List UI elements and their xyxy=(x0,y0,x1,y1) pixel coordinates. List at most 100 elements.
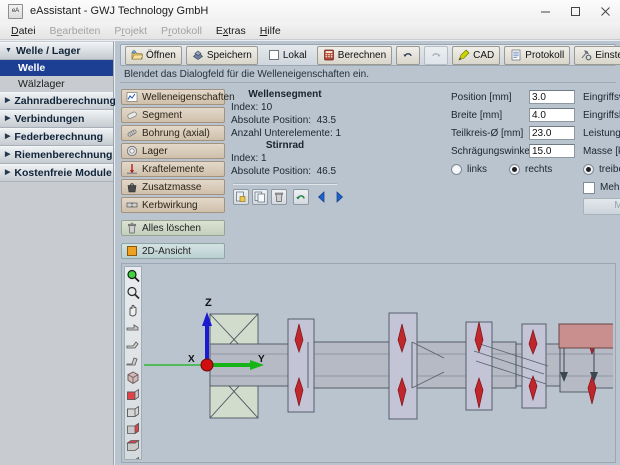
svg-text:Y: Y xyxy=(258,354,265,365)
protocol-label: Protokoll xyxy=(525,49,565,61)
lager-button[interactable]: Lager xyxy=(121,143,225,159)
position-input[interactable]: 3.0 xyxy=(529,90,575,104)
sidebar-item-welle[interactable]: Welle xyxy=(0,60,113,76)
info-mini-toolbar xyxy=(231,189,344,205)
drive-radio-group: treibend getrieben xyxy=(583,162,620,177)
sidebar-group-label: Federberechnung xyxy=(14,131,104,143)
field-label: Position [mm] xyxy=(451,91,512,103)
schraegungswinkel-input[interactable]: 15.0 xyxy=(529,144,575,158)
3d-canvas[interactable]: Z Y X xyxy=(144,266,613,460)
calculate-label: Berechnen xyxy=(337,49,387,61)
radio-treibend[interactable] xyxy=(583,164,594,175)
calculate-button[interactable]: Berechnen xyxy=(316,45,393,65)
bearing-icon xyxy=(126,145,138,157)
sidebar-group-label: Riemenberechnung xyxy=(14,149,113,161)
gear-abspos-line: Absolute Position: 46.5 xyxy=(231,165,339,178)
2d-ansicht-button[interactable]: 2D-Ansicht xyxy=(121,243,225,259)
close-button[interactable] xyxy=(590,0,620,22)
field-label: Eingriffswinkel [°] xyxy=(583,91,620,103)
sidebar-group-verbindungen[interactable]: ▶ Verbindungen xyxy=(0,110,113,128)
checkbox-icon[interactable] xyxy=(268,49,280,61)
new-icon[interactable] xyxy=(233,189,249,205)
breite-input[interactable]: 4.0 xyxy=(529,108,575,122)
maximize-button[interactable] xyxy=(560,0,590,22)
zoom-in-icon[interactable] xyxy=(125,268,141,284)
info-column: Wellensegment Index: 10 Absolute Positio… xyxy=(231,89,344,205)
zoom-out-icon[interactable] xyxy=(125,285,141,301)
force-icon xyxy=(126,163,138,175)
view-left-icon[interactable] xyxy=(125,421,141,437)
gear-abspos-label: Absolute Position: xyxy=(231,166,312,177)
menu-datei[interactable]: Datei xyxy=(11,24,36,37)
field-label: Eingriffslage [°] xyxy=(583,109,620,121)
settings-button[interactable]: Einstellungen xyxy=(574,45,620,65)
element-button-label: Bohrung (axial) xyxy=(142,127,210,139)
main-panel: Öffnen Speichern Lokal xyxy=(115,41,620,465)
view-front-icon[interactable] xyxy=(125,387,141,403)
cad-button[interactable]: CAD xyxy=(452,45,501,65)
segment-button[interactable]: Segment xyxy=(121,107,225,123)
sidebar-group-riemenberechnung[interactable]: ▶ Riemenberechnung xyxy=(0,146,113,164)
open-button[interactable]: Öffnen xyxy=(125,45,182,65)
kerbwirkung-button[interactable]: Kerbwirkung xyxy=(121,197,225,213)
chevron-right-icon: ▶ xyxy=(5,97,11,104)
radio-rechts[interactable] xyxy=(509,164,521,175)
welleneigenschaften-button[interactable]: Welleneigenschaften xyxy=(121,89,235,105)
element-button-label: Kraftelemente xyxy=(142,163,205,175)
radio-links[interactable] xyxy=(451,164,462,175)
segment-abspos-value: 43.5 xyxy=(316,115,337,126)
sidebar-group-welle-lager[interactable]: ▼ Welle / Lager xyxy=(0,42,113,60)
view-top-icon[interactable] xyxy=(125,455,141,459)
sidebar-item-waelzlager[interactable]: Wälzlager xyxy=(0,76,113,92)
kraftelemente-button[interactable]: Kraftelemente xyxy=(121,161,225,177)
sidebar-group-federberechnung[interactable]: ▶ Federberechnung xyxy=(0,128,113,146)
open-label: Öffnen xyxy=(146,49,176,61)
element-button-label: Alles löschen xyxy=(142,222,201,234)
delete-icon[interactable] xyxy=(271,189,287,205)
window-title: eAssistant - GWJ Technology GmbH xyxy=(30,5,209,17)
sidebar-group-kostenfreie-module[interactable]: ▶ Kostenfreie Module xyxy=(0,164,113,182)
view-right-icon[interactable] xyxy=(125,438,141,454)
window-controls xyxy=(530,0,620,22)
menu-hilfe[interactable]: Hilfe xyxy=(259,24,281,37)
3d-viewport[interactable]: Z Y X xyxy=(121,263,616,463)
prev-icon[interactable] xyxy=(315,190,329,204)
rotate-right-icon[interactable] xyxy=(125,336,141,352)
copy-icon[interactable] xyxy=(252,189,268,205)
chart-icon xyxy=(126,91,138,103)
zusatzmasse-button[interactable]: Zusatzmasse xyxy=(121,179,225,195)
cube-view-icon[interactable] xyxy=(125,370,141,386)
view-back-icon[interactable] xyxy=(125,404,141,420)
save-button[interactable]: Speichern xyxy=(185,45,258,65)
multi-engage-checkbox-row[interactable]: Mehrfacheingriff verwenden xyxy=(583,180,620,195)
element-button-label: Kerbwirkung xyxy=(142,199,198,211)
undo-icon[interactable] xyxy=(293,189,309,205)
protocol-button[interactable]: Protokoll xyxy=(504,45,571,65)
next-icon[interactable] xyxy=(332,190,346,204)
element-button-list: Welleneigenschaften Segment Bohrung (axi… xyxy=(121,89,235,261)
rotate-up-icon[interactable] xyxy=(125,353,141,369)
teilkreis-input[interactable]: 23.0 xyxy=(529,126,575,140)
minimize-button[interactable] xyxy=(530,0,560,22)
segment-abspos-label: Absolute Position: xyxy=(231,115,312,126)
menu-protokoll: Protokoll xyxy=(161,24,202,37)
undo-button[interactable] xyxy=(396,45,421,65)
sidebar-group-zahnradberechnung[interactable]: ▶ Zahnradberechnung xyxy=(0,92,116,110)
sidebar: ▼ Welle / Lager Welle Wälzlager ▶ Zahnra… xyxy=(0,41,116,465)
sidebar-group-label: Welle / Lager xyxy=(15,45,81,57)
local-checkbox-item[interactable]: Lokal xyxy=(262,46,313,65)
menu-projekt: Projekt xyxy=(114,24,148,37)
field-label: Teilkreis-Ø [mm] xyxy=(451,127,524,139)
multi-engage-checkbox[interactable] xyxy=(583,181,595,194)
bohrung-axial-button[interactable]: Bohrung (axial) xyxy=(121,125,225,141)
menu-extras[interactable]: Extras xyxy=(215,24,246,37)
gear-title: Stirnrad xyxy=(265,140,305,151)
menu-bearbeiten: Bearbeiten xyxy=(49,24,101,37)
rotate-left-icon[interactable] xyxy=(125,319,141,335)
pan-icon[interactable] xyxy=(125,302,141,318)
document-icon xyxy=(510,49,522,61)
gear-index-line: Index: 1 xyxy=(231,152,339,165)
alles-loeschen-button[interactable]: Alles löschen xyxy=(121,220,225,236)
sidebar-group-label: Verbindungen xyxy=(14,113,85,125)
